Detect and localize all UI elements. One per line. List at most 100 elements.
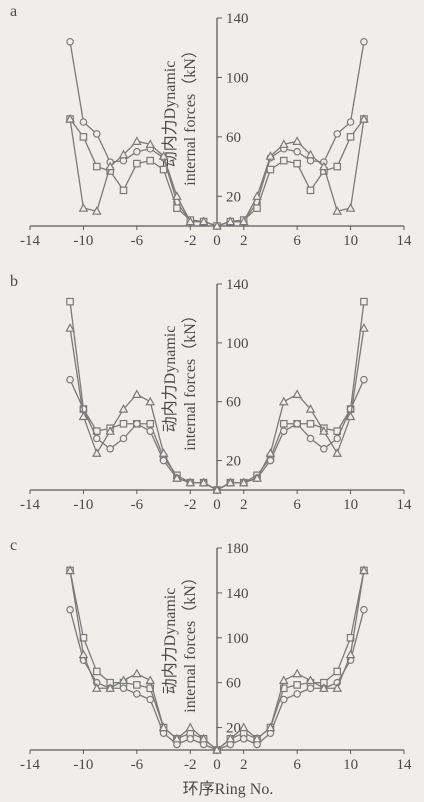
- point-triangle: [145, 675, 156, 685]
- point-triangle: [252, 191, 262, 200]
- point-circle: [239, 734, 248, 743]
- y-tick-label: 180: [226, 541, 249, 557]
- point-circle: [333, 130, 342, 138]
- point-circle: [186, 734, 195, 743]
- point-circle: [92, 130, 101, 138]
- point-circle: [79, 405, 88, 413]
- panel-letter: c: [10, 537, 17, 554]
- point-triangle: [238, 477, 249, 487]
- point-triangle: [265, 722, 276, 732]
- x-tick-label: -14: [20, 757, 40, 773]
- y-tick-label: 140: [226, 11, 249, 27]
- point-triangle: [198, 733, 209, 743]
- point-triangle: [305, 404, 316, 413]
- point-triangle: [332, 448, 343, 457]
- point-circle: [306, 434, 315, 443]
- point-circle: [133, 690, 141, 698]
- y-tick-label: 100: [226, 70, 249, 86]
- point-circle: [346, 405, 355, 413]
- point-triangle: [305, 149, 316, 159]
- x-tick-label: -2: [184, 233, 197, 249]
- y-tick-label: 20: [226, 454, 241, 470]
- point-triangle: [118, 404, 129, 413]
- point-triangle: [265, 448, 276, 457]
- point-triangle: [145, 139, 156, 148]
- y-axis-label-line: 动内力Dynamic: [161, 326, 179, 433]
- point-triangle: [185, 722, 196, 732]
- point-square: [306, 186, 315, 195]
- series-triangle: [65, 323, 369, 494]
- point-triangle: [132, 668, 142, 678]
- point-circle: [119, 434, 128, 443]
- x-tick-label: 0: [213, 757, 221, 773]
- point-triangle: [105, 426, 115, 435]
- point-triangle: [78, 649, 89, 659]
- point-square: [306, 419, 315, 428]
- point-triangle: [292, 136, 302, 145]
- point-triangle: [158, 151, 169, 160]
- point-circle: [66, 375, 74, 384]
- point-circle: [293, 419, 301, 428]
- x-tick-label: 14: [397, 497, 413, 513]
- point-circle: [293, 147, 301, 156]
- point-triangle: [91, 683, 102, 692]
- series-triangle: [65, 113, 369, 230]
- x-tick-label: -6: [131, 497, 144, 513]
- point-triangle: [225, 477, 236, 487]
- point-triangle: [158, 448, 169, 457]
- point-circle: [146, 695, 155, 704]
- point-square: [173, 204, 181, 212]
- point-triangle: [158, 722, 169, 732]
- point-circle: [293, 690, 301, 698]
- y-tick-label: 140: [226, 586, 249, 602]
- y-axis-label-line: 动内力Dynamic: [161, 588, 179, 695]
- point-square: [360, 297, 368, 306]
- point-circle: [346, 118, 355, 126]
- point-triangle: [212, 744, 222, 754]
- point-square: [279, 156, 288, 165]
- point-triangle: [172, 191, 182, 200]
- x-tick-label: -2: [184, 757, 197, 773]
- point-triangle: [105, 683, 115, 692]
- point-square: [92, 162, 101, 171]
- point-square: [119, 419, 128, 428]
- point-square: [92, 667, 101, 676]
- panel-b: -14 -10 -6 -2 0 2 6 10 14 20 60 100 140 b 动内力Dynamic in…: [10, 273, 412, 513]
- y-tick-label: 100: [226, 631, 249, 647]
- x-axis-label: 环序Ring No.: [183, 780, 274, 798]
- point-circle: [66, 605, 74, 614]
- x-tick-label: 10: [343, 233, 358, 249]
- x-tick-label: 2: [240, 497, 248, 513]
- x-tick-label: -10: [73, 497, 93, 513]
- point-square: [346, 133, 355, 141]
- point-triangle: [118, 675, 129, 685]
- point-triangle: [278, 675, 289, 685]
- x-tick-label: 14: [397, 757, 413, 773]
- point-triangle: [238, 216, 249, 226]
- point-triangle: [185, 216, 196, 226]
- y-axis-label-line: 动内力Dynamic: [161, 61, 179, 168]
- point-triangle: [198, 216, 209, 226]
- x-tick-label: 0: [213, 233, 221, 249]
- point-triangle: [65, 323, 75, 332]
- point-triangle: [359, 323, 369, 332]
- point-square: [146, 156, 155, 165]
- panel-letter: b: [10, 273, 18, 290]
- y-tick-label: 60: [226, 395, 241, 411]
- x-tick-label: -14: [20, 497, 40, 513]
- point-square: [66, 297, 74, 306]
- point-square: [293, 159, 301, 168]
- point-circle: [133, 419, 141, 428]
- point-circle: [279, 695, 288, 704]
- x-tick-label: 2: [240, 757, 248, 773]
- point-triangle: [118, 149, 129, 159]
- point-circle: [106, 444, 114, 453]
- x-tick-label: -10: [73, 233, 93, 249]
- point-circle: [320, 444, 328, 453]
- point-circle: [146, 427, 155, 435]
- x-tick-label: 10: [343, 757, 358, 773]
- point-triangle: [292, 389, 302, 398]
- point-circle: [133, 147, 141, 156]
- point-triangle: [319, 426, 329, 435]
- point-triangle: [185, 477, 196, 487]
